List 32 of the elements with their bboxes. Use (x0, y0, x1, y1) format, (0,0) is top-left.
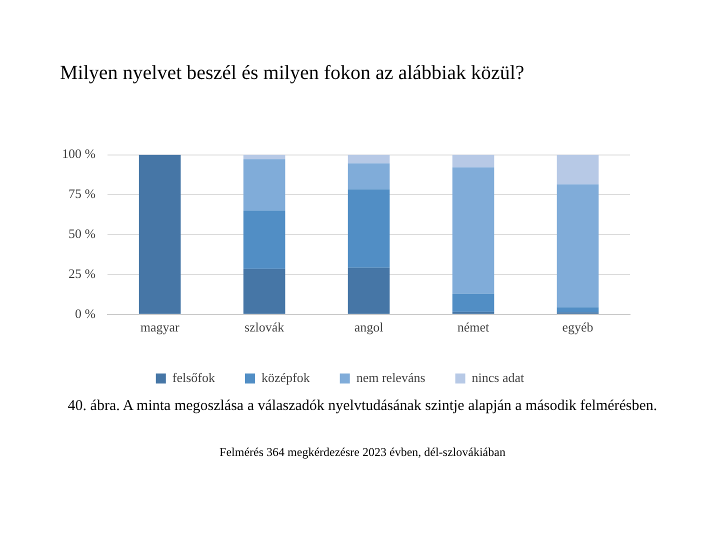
legend-label: nem releváns (356, 370, 426, 385)
x-tick-label: angol (354, 320, 384, 335)
chart-title: Milyen nyelvet beszél és milyen fokon az alábbiak közül? (60, 62, 524, 85)
bar (556, 307, 599, 312)
bar (243, 159, 286, 211)
y-tick-label: 25 % (68, 266, 96, 281)
legend-label: nincs adat (472, 370, 525, 385)
bar (243, 268, 286, 314)
bar (452, 154, 494, 168)
y-tick-label: 50 % (68, 226, 96, 242)
bar (243, 210, 286, 269)
y-tick-label: 100 % (62, 146, 96, 162)
text: Felmérés 364 megkérdezésre 2023 évben, dél-szlovákiában (218, 445, 506, 460)
bar (348, 154, 390, 164)
bar (556, 184, 599, 308)
y-tick-label: 75 % (68, 186, 96, 202)
bar (348, 163, 390, 190)
bar (138, 154, 181, 314)
bar (348, 268, 390, 314)
x-tick-label: egyéb (562, 320, 594, 335)
y-tick-label: 0 % (74, 306, 96, 321)
x-tick-label: német (457, 320, 490, 335)
x-tick-label: szlovák (244, 320, 285, 335)
bar (452, 294, 494, 312)
legend-label: középfok (261, 370, 310, 385)
bar (348, 189, 390, 268)
text: 40. ábra. A minta megoszlása a válaszadók nyelvtudásának szintje alapján a második felmérésben. (66, 398, 658, 415)
bar (452, 167, 494, 294)
legend-label: felsőfok (172, 370, 216, 385)
bar (243, 154, 286, 160)
bar (556, 154, 599, 184)
x-tick-label: magyar (140, 320, 180, 335)
